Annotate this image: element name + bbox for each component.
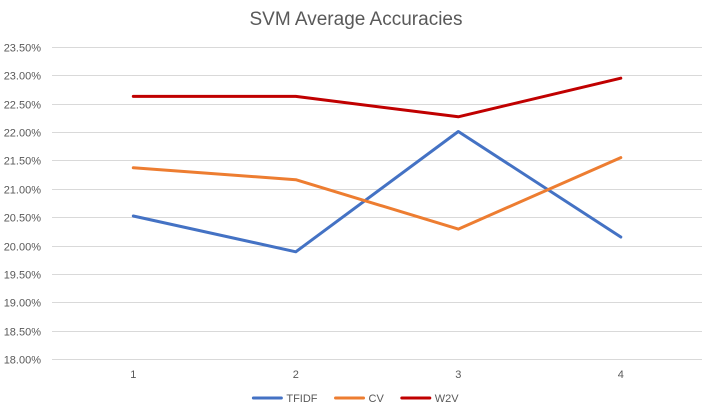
legend: TFIDF CV W2V: [251, 393, 460, 405]
y-tick-label: 19.00%: [4, 298, 42, 310]
y-axis-ticks: 18.00% 18.50% 19.00% 19.50% 20.00% 20.50% 21.0…: [4, 43, 42, 367]
x-axis-ticks: 1 2 3 4: [130, 369, 624, 381]
series-lines: [131, 76, 623, 254]
y-tick-label: 20.50%: [4, 213, 42, 225]
series-line-w2v: [131, 76, 623, 119]
y-tick-label: 18.00%: [4, 355, 42, 367]
y-tick-label: 23.00%: [4, 71, 42, 83]
legend-item-cv: CV: [334, 393, 385, 405]
legend-label: TFIDF: [286, 393, 317, 405]
legend-label: CV: [369, 393, 385, 405]
x-tick-label: 4: [618, 369, 624, 381]
y-tick-label: 19.50%: [4, 270, 42, 282]
chart-title: SVM Average Accuracies: [250, 9, 463, 30]
x-tick-label: 3: [455, 369, 461, 381]
series-line-cv: [131, 156, 623, 231]
x-tick-label: 2: [293, 369, 299, 381]
y-tick-label: 22.00%: [4, 128, 42, 140]
y-tick-label: 21.00%: [4, 185, 42, 197]
gridlines: [52, 47, 702, 360]
x-tick-label: 1: [130, 369, 136, 381]
y-tick-label: 18.50%: [4, 327, 42, 339]
legend-item-w2v: W2V: [400, 393, 460, 405]
y-tick-label: 20.00%: [4, 242, 42, 254]
legend-item-tfidf: TFIDF: [251, 393, 318, 405]
series-line-tfidf: [131, 130, 623, 254]
legend-label: W2V: [435, 393, 460, 405]
y-tick-label: 23.50%: [4, 43, 42, 55]
y-tick-label: 22.50%: [4, 100, 42, 112]
y-tick-label: 21.50%: [4, 156, 42, 168]
